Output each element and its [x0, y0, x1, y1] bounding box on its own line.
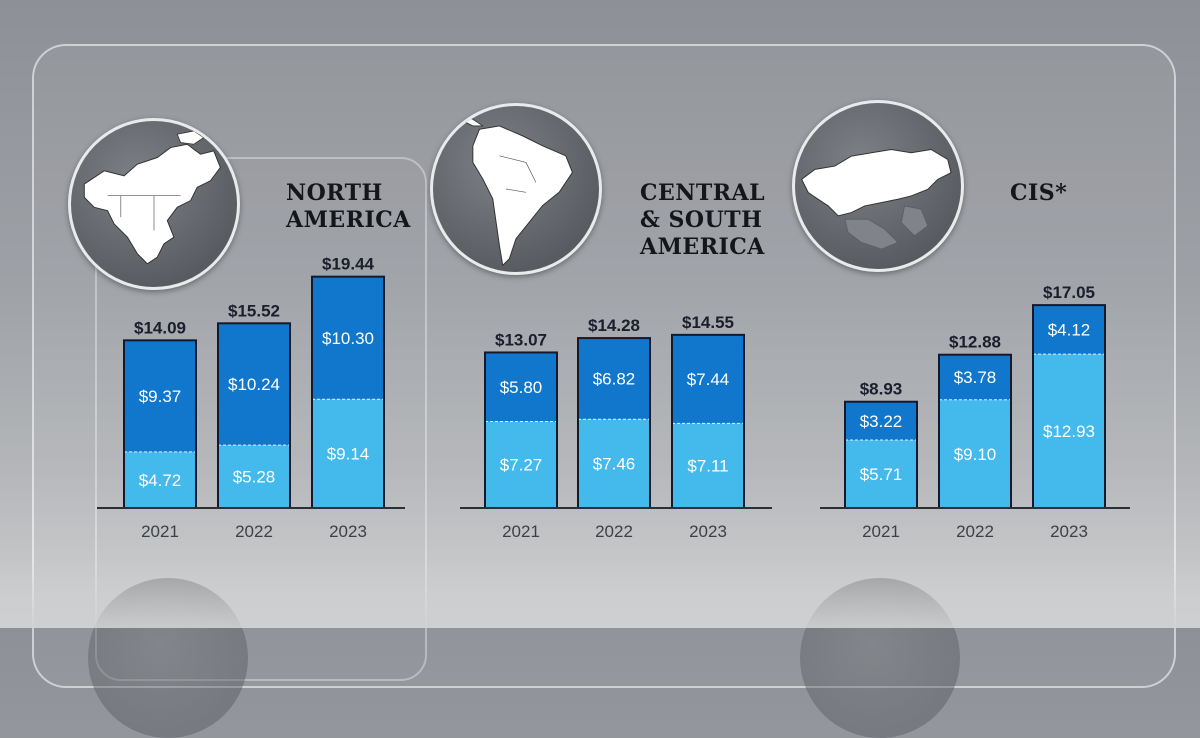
bar-segment-lower [672, 423, 744, 508]
x-tick-label: 2021 [862, 522, 900, 541]
segment-value-label: $12.93 [1043, 422, 1095, 441]
bar-segment-lower [578, 419, 650, 508]
segment-value-label: $7.46 [593, 455, 636, 474]
segment-value-label: $7.11 [687, 457, 728, 476]
segment-value-label: $6.82 [593, 370, 636, 389]
x-tick-label: 2022 [595, 522, 633, 541]
segment-value-label: $10.24 [228, 375, 280, 394]
title-line: AMERICA [286, 207, 411, 233]
bar-segment-upper [218, 323, 290, 446]
title-line: AMERICA [640, 234, 765, 260]
segment-value-label: $5.80 [500, 378, 543, 397]
bar-total-label: $13.07 [495, 330, 547, 349]
stacked-bar-charts: $4.72 $9.37 $14.09 2021 $5.28 $10.24 $15.52 202… [97, 255, 1130, 541]
bar-total-label: $12.88 [949, 333, 1001, 352]
bar-total-label: $8.93 [860, 380, 903, 399]
title-line: CENTRAL [640, 180, 766, 206]
cis-title: CIS* [1010, 180, 1067, 207]
x-tick-label: 2021 [141, 522, 179, 541]
x-tick-label: 2023 [689, 522, 727, 541]
bar-segment-upper [845, 401, 917, 441]
segment-value-label: $3.78 [954, 368, 997, 387]
central-south-america-title: CENTRAL & SOUTH AMERICA [640, 180, 765, 261]
bar-total-label: $19.44 [322, 255, 375, 274]
segment-value-label: $7.44 [687, 370, 730, 389]
bar-segment-lower [1033, 354, 1105, 508]
segment-value-label: $4.72 [139, 471, 182, 490]
bar-segment-upper [124, 340, 196, 452]
segment-value-label: $9.14 [327, 445, 370, 464]
x-tick-label: 2023 [1050, 522, 1088, 541]
bar-segment-lower [939, 399, 1011, 508]
segment-value-label: $10.30 [322, 329, 374, 348]
bar-total-label: $14.09 [134, 318, 186, 337]
segment-value-label: $4.12 [1048, 321, 1091, 340]
segment-value-label: $7.27 [500, 456, 543, 475]
bar-total-label: $14.55 [682, 313, 734, 332]
segment-value-label: $9.37 [139, 387, 182, 406]
bar-segment-lower [845, 440, 917, 508]
title-line: & SOUTH [640, 207, 763, 233]
segment-value-label: $5.71 [860, 465, 903, 484]
title-line: NORTH [286, 180, 383, 206]
title-line: CIS* [1010, 180, 1068, 206]
bar-total-label: $17.05 [1043, 283, 1095, 302]
x-tick-label: 2021 [502, 522, 540, 541]
north-america-globe-icon [68, 118, 240, 290]
bar-segment-upper [485, 352, 557, 422]
cis-russia-globe-icon [792, 100, 964, 272]
faded-globe-icon [800, 578, 960, 738]
bar-segment-lower [312, 399, 384, 508]
bar-total-label: $15.52 [228, 301, 280, 320]
x-tick-label: 2022 [956, 522, 994, 541]
faded-globe-icon [88, 578, 248, 738]
bar-segment-lower [485, 421, 557, 508]
segment-value-label: $3.22 [860, 412, 903, 431]
bar-segment-lower [218, 445, 290, 508]
segment-value-label: $5.28 [233, 468, 276, 487]
bar-segment-upper [578, 338, 650, 420]
bar-segment-upper [312, 276, 384, 400]
x-tick-label: 2023 [329, 522, 367, 541]
bar-segment-lower [124, 451, 196, 508]
x-tick-label: 2022 [235, 522, 273, 541]
north-america-title: NORTH AMERICA [286, 180, 411, 234]
bar-segment-upper [1033, 305, 1105, 355]
bar-total-label: $14.28 [588, 316, 640, 335]
bar-segment-upper [672, 334, 744, 424]
segment-value-label: $9.10 [954, 445, 997, 464]
bar-segment-upper [939, 354, 1011, 400]
south-america-globe-icon [430, 103, 602, 275]
